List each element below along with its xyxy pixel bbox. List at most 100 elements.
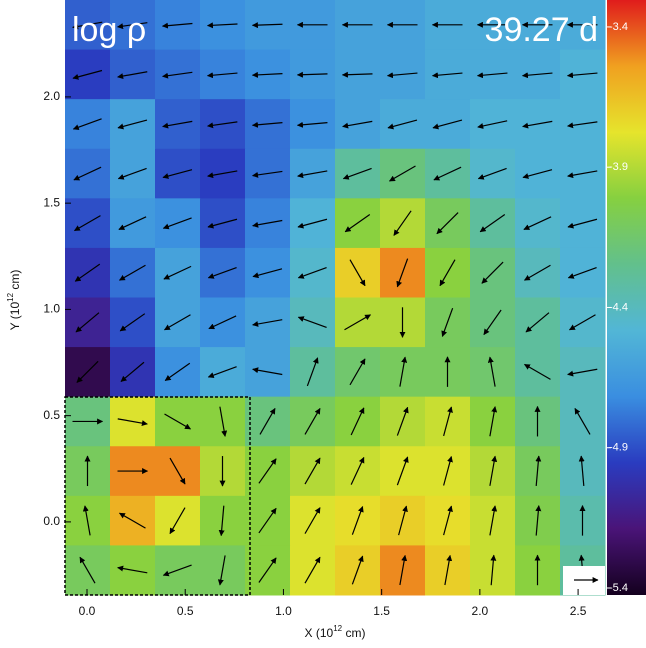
velocity-arrow (350, 407, 365, 436)
velocity-arrow (523, 216, 552, 231)
velocity-arrow (567, 218, 598, 229)
chart-title: log ρ (72, 11, 146, 49)
velocity-arrow (349, 259, 366, 287)
velocity-arrow (117, 119, 148, 130)
velocity-arrow (162, 169, 193, 179)
velocity-arrow (567, 170, 598, 179)
y-tick-label: 0.0 (43, 514, 60, 528)
y-label-exponent: 12 (6, 292, 15, 301)
velocity-arrow (342, 167, 372, 180)
velocity-arrow (207, 170, 238, 179)
velocity-arrow (169, 507, 186, 535)
velocity-arrow (258, 507, 277, 534)
colorbar-tick-label: -4.4 (609, 301, 628, 313)
velocity-arrow (163, 314, 191, 331)
velocity-arrow (72, 21, 103, 30)
x-tick-label: 1.0 (275, 604, 292, 618)
velocity-arrow (162, 217, 192, 230)
velocity-arrow (396, 406, 409, 436)
colorbar-tick-label: -5.4 (609, 582, 628, 594)
velocity-arrow (297, 218, 328, 229)
velocity-arrow (342, 120, 373, 129)
velocity-arrow (82, 505, 91, 536)
velocity-arrow (304, 507, 321, 534)
velocity-arrow (439, 259, 456, 287)
velocity-arrow (477, 120, 508, 129)
velocity-arrow (396, 456, 409, 486)
velocity-arrow (118, 264, 146, 281)
x-label-exponent: 12 (333, 624, 342, 633)
velocity-arrow (441, 307, 454, 337)
velocity-arrow (567, 121, 598, 129)
velocity-arrow (207, 366, 237, 378)
velocity-arrow (73, 215, 101, 232)
velocity-arrow (251, 121, 283, 128)
x-tick-label: 0.0 (79, 604, 96, 618)
velocity-arrow (386, 72, 418, 79)
velocity-arrow (489, 406, 498, 437)
velocity-arrow (436, 212, 459, 235)
velocity-arrow (258, 557, 277, 583)
velocity-arrow (443, 455, 453, 486)
colorbar-tick-label: -3.4 (609, 21, 628, 33)
velocity-arrow (351, 555, 364, 585)
velocity-arrow (574, 407, 591, 435)
colorbar-tick-label: -3.9 (609, 161, 628, 173)
velocity-arrow (169, 457, 186, 485)
velocity-arrow (161, 22, 193, 29)
velocity-arrow (117, 71, 148, 79)
time-annotation: 39.27 d (485, 11, 598, 49)
y-tick-label: 1.5 (43, 195, 60, 209)
velocity-arrow (387, 119, 418, 130)
velocity-arrow (296, 71, 328, 78)
velocity-arrow (259, 407, 276, 435)
velocity-arrow (164, 362, 191, 381)
velocity-arrow (76, 360, 99, 383)
velocity-arrow (433, 166, 462, 181)
velocity-arrow (304, 556, 321, 584)
velocity-arrow (207, 121, 238, 129)
velocity-arrow (117, 22, 148, 30)
velocity-arrow (163, 265, 192, 280)
y-tick-label: 0.5 (43, 408, 60, 422)
velocity-arrow (341, 71, 373, 78)
velocity-arrow (206, 72, 238, 79)
velocity-arrow (252, 219, 283, 228)
velocity-arrow (479, 214, 506, 233)
velocity-field (72, 21, 598, 586)
velocity-arrow (490, 554, 497, 586)
x-tick-label: 0.5 (177, 604, 194, 618)
velocity-arrow (399, 554, 408, 586)
velocity-arrow (208, 315, 237, 330)
velocity-arrow (487, 356, 496, 387)
colorbar (607, 0, 646, 595)
velocity-arrow (567, 267, 597, 279)
velocity-arrow (489, 455, 498, 486)
velocity-arrow (568, 314, 596, 331)
velocity-arrow (523, 264, 551, 281)
velocity-arrow (535, 455, 542, 487)
velocity-arrow (72, 118, 102, 131)
y-tick-label: 1.0 (43, 302, 60, 316)
velocity-arrow (297, 316, 327, 328)
velocity-arrow (118, 512, 146, 529)
x-tick-label: 1.5 (373, 604, 390, 618)
velocity-arrow (252, 268, 283, 279)
velocity-arrow (164, 413, 192, 430)
velocity-arrow (118, 216, 147, 231)
velocity-arrow (207, 267, 237, 279)
velocity-arrow (399, 356, 408, 387)
y-axis-label: Y (1012 cm) (6, 270, 22, 331)
velocity-arrow (578, 455, 585, 487)
velocity-arrow (522, 169, 553, 179)
velocity-arrow (162, 120, 193, 129)
velocity-arrow (207, 218, 238, 229)
velocity-arrow (206, 22, 238, 29)
velocity-arrow (297, 170, 328, 179)
velocity-arrow (219, 406, 228, 437)
x-label-text: X (10 (305, 626, 334, 640)
velocity-arrow (567, 368, 598, 377)
velocity-arrow (74, 263, 101, 282)
velocity-arrow (522, 120, 553, 129)
